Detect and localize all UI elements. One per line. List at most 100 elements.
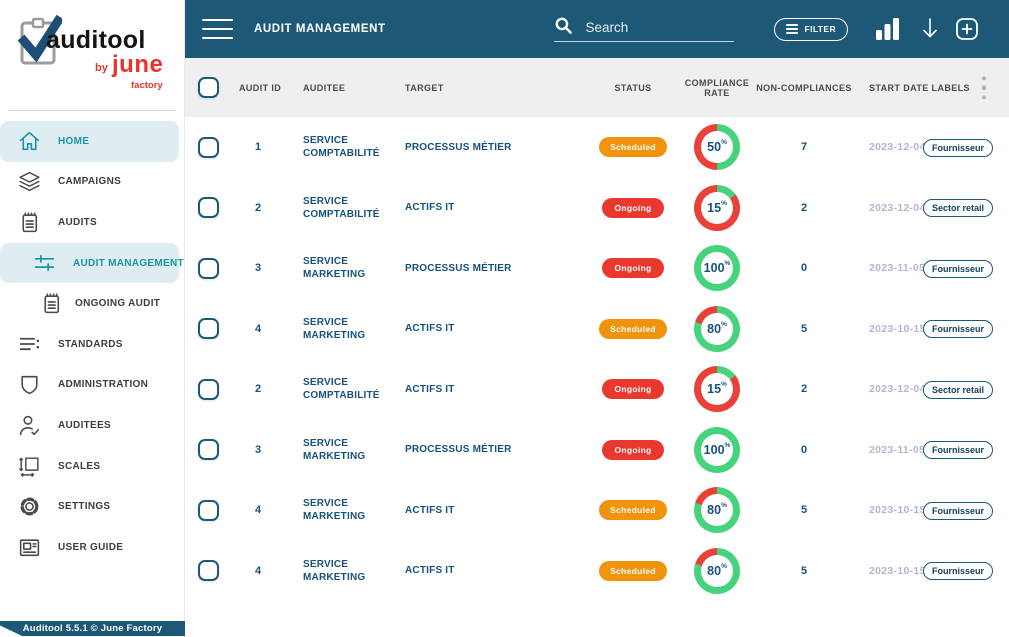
table-row[interactable]: 3 SERVICE MARKETING PROCESSUS MÉTIER Ongo…	[185, 238, 1009, 299]
search-input[interactable]	[585, 20, 735, 35]
sidebar-item-scales[interactable]: SCALES	[0, 446, 179, 487]
column-header-compliance-rate: COMPLIANCE RATE	[684, 77, 750, 98]
table-row[interactable]: 3 SERVICE MARKETING PROCESSUS MÉTIER Ongo…	[185, 419, 1009, 480]
chart-view-button[interactable]	[874, 16, 901, 42]
label-tag: Fournisseur	[923, 259, 994, 278]
sidebar-item-label: CAMPAIGNS	[58, 176, 122, 188]
non-compliances-cell: 5	[800, 564, 808, 577]
audit-id-cell: 2	[254, 383, 262, 396]
sidebar-item-campaigns[interactable]: CAMPAIGNS	[0, 162, 179, 203]
sidebar-item-label: AUDITS	[58, 216, 98, 228]
table-row[interactable]: 4 SERVICE MARKETING ACTIFS IT Scheduled 8…	[185, 298, 1009, 359]
compliance-donut: 50%	[694, 124, 740, 171]
row-checkbox[interactable]	[198, 378, 219, 400]
status-badge: Scheduled	[599, 137, 667, 158]
status-badge: Ongoing	[602, 258, 664, 279]
table-row[interactable]: 4 SERVICE MARKETING ACTIFS IT Scheduled 8…	[185, 480, 1009, 541]
home-icon	[16, 128, 43, 155]
filter-button[interactable]: FILTER	[774, 17, 848, 41]
filter-icon	[786, 23, 799, 35]
target-cell: ACTIFS IT	[405, 383, 455, 395]
row-checkbox[interactable]	[198, 257, 219, 279]
sidebar-item-audits[interactable]: AUDITS	[0, 202, 179, 243]
table-row[interactable]: 2 SERVICE COMPTABILITÉ ACTIFS IT Ongoing …	[185, 359, 1009, 420]
column-header-status: STATUS	[614, 82, 652, 93]
label-tag: Fournisseur	[923, 501, 994, 520]
non-compliances-cell: 0	[800, 443, 808, 456]
table-header: AUDIT ID AUDITEE TARGET STATUS COMPLIANC…	[185, 58, 1009, 117]
audit-id-cell: 4	[254, 504, 262, 517]
search-bar[interactable]	[554, 16, 735, 42]
add-audit-button[interactable]	[955, 17, 979, 41]
page-title: AUDIT MANAGEMENT	[254, 23, 386, 35]
sidebar-item-label: USER GUIDE	[58, 541, 124, 553]
menu-hamburger-icon[interactable]	[202, 19, 233, 39]
plus-icon	[956, 18, 978, 40]
sidebar-item-ongoing-audit[interactable]: ONGOING AUDIT	[0, 283, 179, 324]
sidebar-item-user-guide[interactable]: USER GUIDE	[0, 527, 179, 568]
row-checkbox[interactable]	[198, 136, 219, 158]
table-row[interactable]: 4 SERVICE MARKETING ACTIFS IT Scheduled 8…	[185, 540, 1009, 601]
row-checkbox[interactable]	[198, 318, 219, 340]
status-badge: Scheduled	[599, 318, 667, 339]
column-options-menu[interactable]	[979, 73, 990, 103]
version-footer: Auditool 5.5.1 © June Factory	[0, 621, 185, 636]
download-arrow-icon	[923, 18, 937, 38]
label-tag: Sector retail	[923, 380, 994, 399]
compliance-donut: 100%	[694, 426, 740, 473]
start-date-cell: 2023-10-15	[869, 564, 926, 577]
non-compliances-cell: 2	[800, 383, 808, 396]
row-checkbox[interactable]	[198, 197, 219, 219]
start-date-cell: 2023-10-15	[869, 504, 926, 517]
start-date-cell: 2023-11-05	[869, 262, 926, 275]
audit-id-cell: 3	[254, 262, 262, 275]
sidebar-divider	[8, 110, 176, 111]
brand-by: by	[95, 62, 108, 74]
auditee-cell: SERVICE COMPTABILITÉ	[303, 377, 380, 402]
sidebar-item-settings[interactable]: SETTINGS	[0, 486, 179, 527]
sidebar-item-audit-management[interactable]: AUDIT MANAGEMENT	[0, 242, 184, 284]
audit-table: 1 SERVICE COMPTABILITÉ PROCESSUS MÉTIER S…	[185, 117, 1009, 601]
sidebar-item-label: AUDITEES	[58, 419, 111, 431]
row-checkbox[interactable]	[198, 560, 219, 582]
sidebar-item-label: AUDIT MANAGEMENT	[73, 257, 184, 269]
column-header-target: TARGET	[405, 82, 444, 93]
label-tag: Fournisseur	[923, 138, 994, 157]
notepad-icon	[38, 290, 65, 317]
layers-icon	[16, 168, 43, 195]
download-button[interactable]	[921, 17, 939, 41]
auditool-logo-icon	[17, 14, 62, 65]
list-icon	[16, 331, 43, 358]
auditee-cell: SERVICE COMPTABILITÉ	[303, 135, 380, 160]
audit-id-cell: 1	[254, 141, 262, 154]
scale-icon	[16, 453, 43, 480]
sidebar-item-label: ONGOING AUDIT	[75, 298, 161, 310]
target-cell: PROCESSUS MÉTIER	[405, 262, 512, 274]
notepad-icon	[16, 209, 43, 236]
row-checkbox[interactable]	[198, 439, 219, 461]
row-checkbox[interactable]	[198, 499, 219, 521]
status-badge: Ongoing	[602, 197, 664, 218]
sidebar-item-home[interactable]: HOME	[0, 121, 179, 162]
sidebar-item-standards[interactable]: STANDARDS	[0, 324, 179, 365]
auditee-cell: SERVICE MARKETING	[303, 558, 366, 583]
table-row[interactable]: 2 SERVICE COMPTABILITÉ ACTIFS IT Ongoing …	[185, 177, 1009, 238]
label-tag: Fournisseur	[923, 562, 994, 581]
sidebar-item-label: SCALES	[58, 460, 101, 472]
start-date-cell: 2023-11-05	[869, 443, 926, 456]
column-header-non-compliances: NON-COMPLIANCES	[756, 82, 852, 93]
sliders-icon	[31, 250, 58, 277]
sidebar-item-administration[interactable]: ADMINISTRATION	[0, 365, 179, 406]
topbar: AUDIT MANAGEMENT FILTER	[185, 0, 1009, 58]
brand-company: june	[112, 51, 164, 78]
table-row[interactable]: 1 SERVICE COMPTABILITÉ PROCESSUS MÉTIER S…	[185, 117, 1009, 178]
target-cell: ACTIFS IT	[405, 565, 455, 577]
label-tag: Fournisseur	[923, 441, 994, 460]
sidebar-item-auditees[interactable]: AUDITEES	[0, 405, 179, 446]
start-date-cell: 2023-10-15	[869, 322, 926, 335]
compliance-donut: 80%	[694, 487, 740, 534]
select-all-checkbox[interactable]	[198, 77, 219, 98]
column-header-start-date-labels: START DATE LABELS	[869, 82, 970, 93]
target-cell: PROCESSUS MÉTIER	[405, 141, 512, 153]
